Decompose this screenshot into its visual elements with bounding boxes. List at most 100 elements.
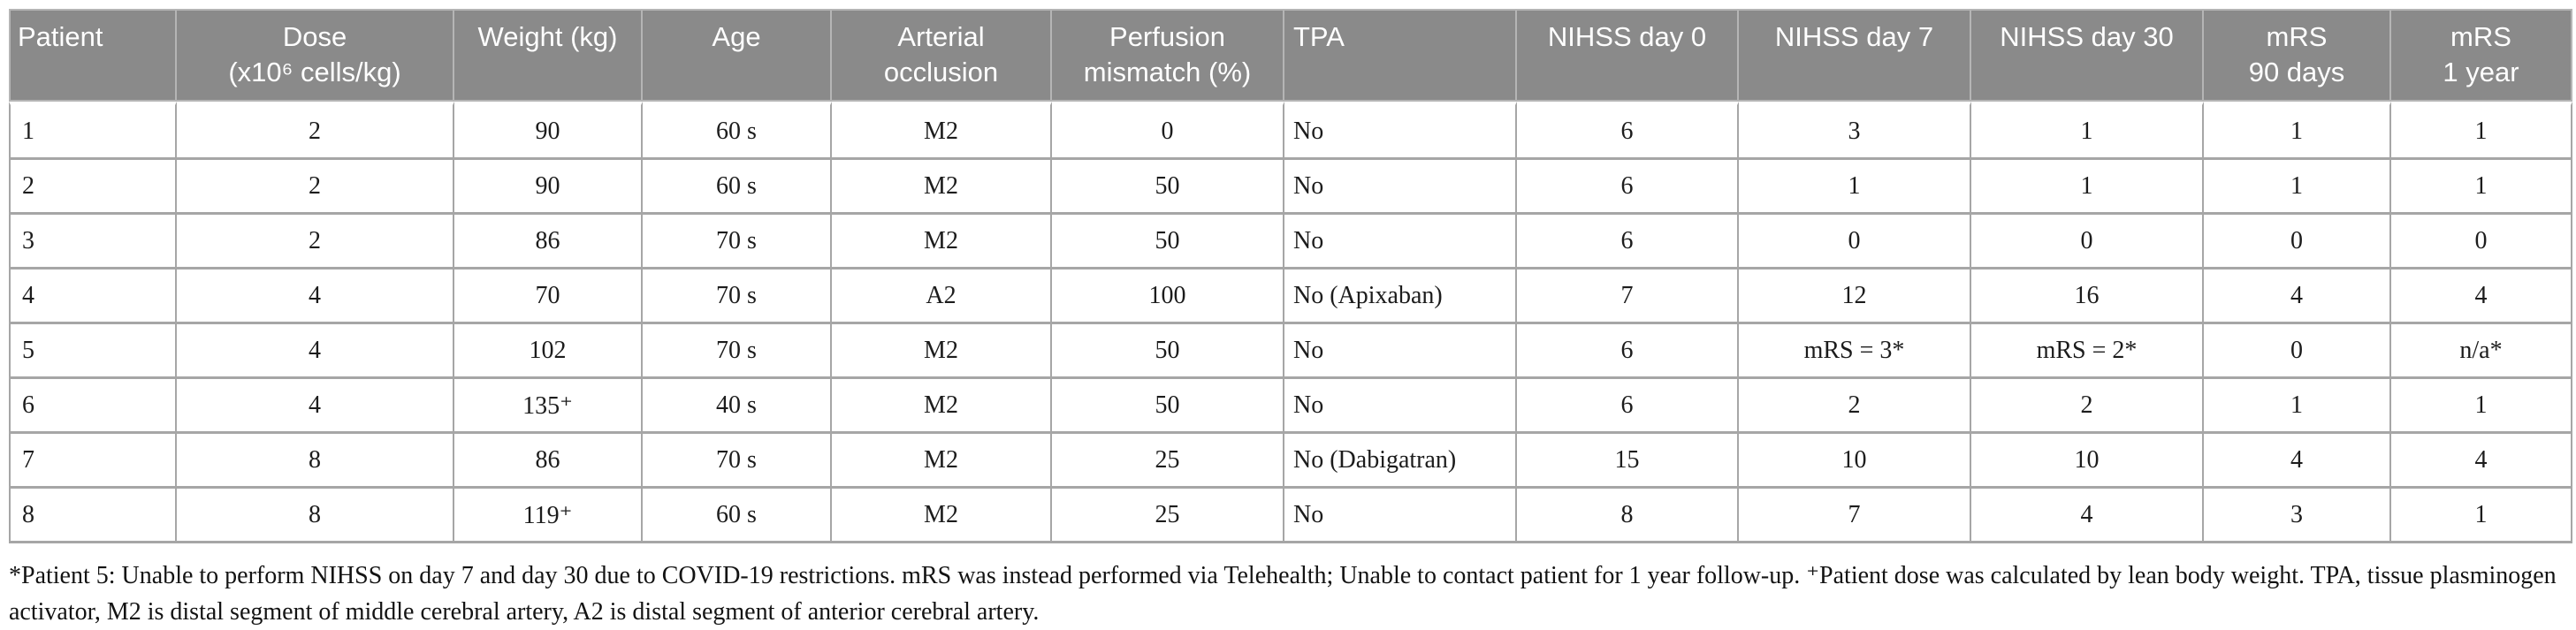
cell-patient: 5 [9,324,177,379]
cell-patient: 4 [9,269,177,324]
cell-nihss-day7: 3 [1739,102,1971,160]
cell-nihss-day0: 6 [1517,102,1739,160]
cell-nihss-day0: 6 [1517,379,1739,434]
cell-patient: 7 [9,434,177,489]
cell-dose: 2 [177,160,454,215]
cell-arterial-occlusion: M2 [832,434,1052,489]
cell-patient: 6 [9,379,177,434]
cell-age: 70 s [643,434,832,489]
cell-mrs-90days: 0 [2204,324,2391,379]
cell-arterial-occlusion: M2 [832,102,1052,160]
col-header-patient: Patient [9,9,177,102]
cell-nihss-day0: 6 [1517,160,1739,215]
cell-mrs-90days: 0 [2204,215,2391,269]
cell-mrs-1year: n/a* [2391,324,2572,379]
col-header-mrs-1year: mRS 1 year [2391,9,2572,102]
col-header-arterial-occlusion: Arterial occlusion [832,9,1052,102]
table-row: 8 8 119⁺ 60 s M2 25 No 8 7 4 3 1 [9,489,2572,543]
cell-nihss-day30: 10 [1971,434,2204,489]
cell-age: 70 s [643,324,832,379]
cell-nihss-day7: 10 [1739,434,1971,489]
cell-nihss-day0: 6 [1517,215,1739,269]
cell-nihss-day30: 0 [1971,215,2204,269]
col-header-perfusion-mismatch: Perfusion mismatch (%) [1052,9,1284,102]
table-figure: Patient Dose (x10⁶ cells/kg) Weight (kg)… [9,9,2572,630]
cell-arterial-occlusion: A2 [832,269,1052,324]
cell-dose: 8 [177,434,454,489]
cell-perfusion-mismatch: 100 [1052,269,1284,324]
patient-outcomes-table: Patient Dose (x10⁶ cells/kg) Weight (kg)… [9,9,2572,543]
cell-mrs-90days: 3 [2204,489,2391,543]
cell-age: 40 s [643,379,832,434]
cell-weight: 86 [454,215,643,269]
cell-mrs-90days: 4 [2204,269,2391,324]
table-row: 4 4 70 70 s A2 100 No (Apixaban) 7 12 16… [9,269,2572,324]
cell-mrs-1year: 0 [2391,215,2572,269]
cell-arterial-occlusion: M2 [832,324,1052,379]
col-header-weight: Weight (kg) [454,9,643,102]
cell-nihss-day30: 4 [1971,489,2204,543]
cell-nihss-day7: 7 [1739,489,1971,543]
cell-nihss-day0: 15 [1517,434,1739,489]
cell-tpa: No [1284,102,1517,160]
cell-mrs-1year: 4 [2391,434,2572,489]
cell-perfusion-mismatch: 25 [1052,434,1284,489]
cell-weight: 135⁺ [454,379,643,434]
cell-mrs-1year: 1 [2391,160,2572,215]
cell-age: 60 s [643,489,832,543]
cell-perfusion-mismatch: 50 [1052,160,1284,215]
cell-patient: 8 [9,489,177,543]
cell-arterial-occlusion: M2 [832,215,1052,269]
cell-mrs-90days: 4 [2204,434,2391,489]
cell-tpa: No [1284,160,1517,215]
cell-arterial-occlusion: M2 [832,379,1052,434]
cell-patient: 3 [9,215,177,269]
cell-weight: 119⁺ [454,489,643,543]
cell-perfusion-mismatch: 50 [1052,324,1284,379]
cell-mrs-1year: 1 [2391,489,2572,543]
cell-nihss-day30: 1 [1971,160,2204,215]
cell-weight: 86 [454,434,643,489]
cell-nihss-day30: mRS = 2* [1971,324,2204,379]
cell-nihss-day30: 1 [1971,102,2204,160]
table-footnote: *Patient 5: Unable to perform NIHSS on d… [9,562,2557,626]
cell-mrs-90days: 1 [2204,160,2391,215]
cell-age: 70 s [643,215,832,269]
cell-dose: 8 [177,489,454,543]
cell-tpa: No [1284,215,1517,269]
table-row: 2 2 90 60 s M2 50 No 6 1 1 1 1 [9,160,2572,215]
cell-nihss-day7: mRS = 3* [1739,324,1971,379]
cell-dose: 4 [177,324,454,379]
cell-perfusion-mismatch: 50 [1052,215,1284,269]
cell-tpa: No [1284,379,1517,434]
cell-arterial-occlusion: M2 [832,160,1052,215]
cell-tpa: No (Apixaban) [1284,269,1517,324]
cell-patient: 1 [9,102,177,160]
cell-nihss-day0: 7 [1517,269,1739,324]
table-row: 7 8 86 70 s M2 25 No (Dabigatran) 15 10 … [9,434,2572,489]
cell-tpa: No [1284,324,1517,379]
cell-perfusion-mismatch: 25 [1052,489,1284,543]
cell-age: 60 s [643,102,832,160]
cell-dose: 2 [177,215,454,269]
table-row: 6 4 135⁺ 40 s M2 50 No 6 2 2 1 1 [9,379,2572,434]
cell-arterial-occlusion: M2 [832,489,1052,543]
cell-mrs-90days: 1 [2204,102,2391,160]
col-header-nihss-day0: NIHSS day 0 [1517,9,1739,102]
col-header-nihss-day7: NIHSS day 7 [1739,9,1971,102]
cell-age: 60 s [643,160,832,215]
col-header-mrs-90days: mRS 90 days [2204,9,2391,102]
cell-nihss-day7: 0 [1739,215,1971,269]
cell-weight: 70 [454,269,643,324]
col-header-dose: Dose (x10⁶ cells/kg) [177,9,454,102]
cell-patient: 2 [9,160,177,215]
col-header-nihss-day30: NIHSS day 30 [1971,9,2204,102]
cell-weight: 90 [454,102,643,160]
cell-mrs-1year: 1 [2391,379,2572,434]
cell-dose: 4 [177,379,454,434]
cell-weight: 102 [454,324,643,379]
cell-perfusion-mismatch: 0 [1052,102,1284,160]
cell-nihss-day30: 2 [1971,379,2204,434]
table-row: 1 2 90 60 s M2 0 No 6 3 1 1 1 [9,102,2572,160]
cell-dose: 4 [177,269,454,324]
